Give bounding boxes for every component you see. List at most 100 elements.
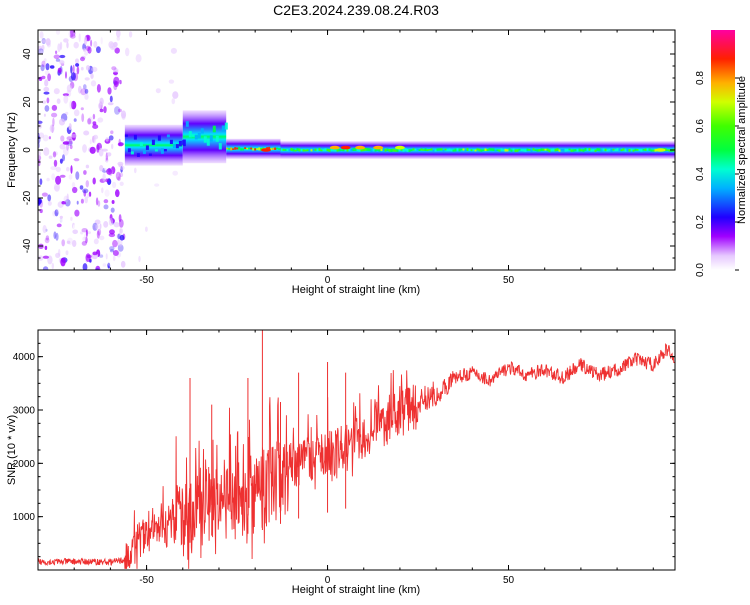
heatmap-cell: [378, 148, 381, 152]
heatmap-cell: [163, 149, 167, 152]
heatmap-cell: [240, 148, 243, 151]
heatmap-blob: [117, 161, 124, 166]
heatmap-blob: [110, 207, 115, 213]
heatmap-cell: [166, 134, 170, 138]
heatmap-blob: [112, 114, 116, 121]
heatmap-blob: [119, 234, 125, 241]
heatmap-cell: [588, 148, 591, 151]
heatmap-blob: [80, 66, 84, 71]
heatmap-cell: [474, 149, 477, 152]
heatmap-cell: [556, 148, 559, 151]
heatmap-cell: [492, 148, 495, 151]
heatmap-cell: [260, 148, 263, 151]
heatmap-blob: [46, 97, 50, 104]
heatmap-blob: [47, 73, 51, 82]
heatmap-blob: [107, 87, 112, 95]
spectrogram-axes: -50 0 50 -40 -20 0 20 40: [22, 29, 675, 286]
heatmap-cell: [574, 149, 577, 152]
heatmap-cell: [157, 135, 161, 141]
heatmap-blob: [106, 168, 113, 175]
heatmap-blob: [41, 192, 48, 197]
heatmap-blob: [88, 191, 92, 197]
heatmap-blob: [82, 144, 87, 153]
heatmap-cell: [566, 149, 569, 152]
heatmap-blob: [71, 160, 76, 166]
heatmap-cell: [644, 148, 647, 151]
heatmap-cell: [508, 148, 511, 151]
heatmap-blob: [119, 181, 124, 186]
heatmap-cell: [546, 148, 549, 152]
heatmap-blob: [110, 107, 115, 112]
heatmap-blob: [92, 251, 98, 256]
heatmap-cell: [127, 148, 131, 153]
heatmap-cell: [230, 147, 233, 151]
heatmap-cell: [274, 147, 277, 150]
heatmap-blob: [56, 223, 62, 228]
heatmap-cell: [532, 148, 535, 151]
heatmap-blob: [65, 250, 69, 256]
heatmap-blob: [51, 173, 56, 181]
heatmap-cell: [502, 149, 505, 151]
heatmap-blob: [149, 93, 153, 101]
heatmap-blob: [63, 38, 69, 43]
heatmap-blob: [51, 262, 54, 270]
heatmap-blob: [62, 231, 66, 240]
heatmap-blob: [82, 263, 88, 270]
heatmap-blob: [120, 260, 126, 268]
heatmap-blob: [62, 154, 65, 162]
heatmap-cell: [484, 148, 487, 152]
heatmap-cell: [320, 149, 323, 152]
heatmap-cell: [646, 148, 649, 151]
heatmap-blob: [109, 246, 115, 251]
heatmap-blob: [83, 189, 87, 197]
heatmap-blob: [93, 134, 99, 140]
heatmap-blob: [79, 185, 84, 190]
heatmap-cell: [538, 149, 541, 152]
heatmap-cell: [169, 139, 173, 144]
heatmap-cell: [444, 148, 447, 151]
heatmap-blob: [135, 54, 142, 63]
heatmap-blob: [62, 141, 70, 145]
heatmap-cell: [620, 149, 623, 152]
heatmap-peak: [355, 145, 366, 150]
heatmap-cell: [316, 148, 319, 152]
heatmap-cell: [652, 149, 655, 152]
heatmap-cell: [636, 149, 639, 151]
heatmap-cell: [518, 148, 521, 151]
heatmap-blob: [114, 47, 120, 54]
heatmap-blob: [84, 77, 90, 81]
heatmap-cell: [142, 150, 146, 154]
heatmap-blob: [85, 180, 90, 188]
heatmap-cell: [244, 147, 247, 149]
heatmap-cell: [360, 149, 363, 152]
heatmap-blob: [95, 197, 99, 206]
heatmap-cell: [254, 148, 257, 151]
heatmap-blob: [73, 158, 80, 162]
heatmap-blob: [102, 263, 107, 267]
heatmap-blob: [105, 178, 109, 183]
x-tick-label: 0: [325, 575, 331, 586]
heatmap-cell: [572, 149, 575, 152]
heatmap-cell: [548, 149, 551, 153]
heatmap-blob: [85, 65, 91, 71]
heatmap-blob: [46, 42, 51, 48]
heatmap-blob: [118, 239, 123, 247]
heatmap-blob: [55, 30, 61, 35]
heatmap-blob: [57, 43, 61, 53]
heatmap-cell: [258, 147, 261, 151]
heatmap-blob: [59, 158, 63, 164]
spectrogram-data: [38, 30, 675, 270]
heatmap-cell: [380, 148, 383, 151]
y-tick-label: 2000: [13, 459, 36, 470]
heatmap-cell: [650, 149, 653, 152]
heatmap-cell: [622, 148, 625, 151]
x-tick-label: -50: [139, 275, 154, 286]
heatmap-cell: [536, 149, 539, 152]
heatmap-blob: [89, 146, 96, 154]
heatmap-blob: [38, 198, 42, 205]
heatmap-blob: [60, 135, 65, 142]
heatmap-cell: [578, 148, 581, 152]
figure-title: C2E3.2024.239.08.24.R03: [273, 2, 439, 18]
heatmap-blob: [141, 220, 148, 224]
heatmap-blob: [155, 88, 161, 94]
